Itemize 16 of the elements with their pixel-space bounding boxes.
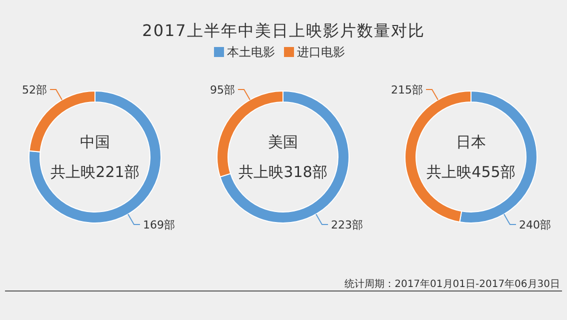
legend-label: 本土电影 [227,45,275,59]
data-label: 169部 [143,218,175,232]
text: 美国 [268,133,298,151]
text: 共上映221部 [50,163,140,181]
data-label: 240部 [519,218,551,232]
data-label: 223部 [331,218,363,232]
text: 统计周期：2017年01月01日-2017年06月30日 [344,278,560,290]
legend-label: 进口电影 [297,45,345,59]
data-label: 52部 [22,83,47,96]
text: 共上映318部 [238,163,328,181]
chart-title: 2017上半年中美日上映影片数量对比 [142,21,425,40]
text: 中国 [80,133,110,151]
text: 日本 [456,133,486,151]
text: 共上映455部 [426,163,516,181]
data-label: 215部 [391,83,423,96]
data-label: 95部 [210,83,235,96]
